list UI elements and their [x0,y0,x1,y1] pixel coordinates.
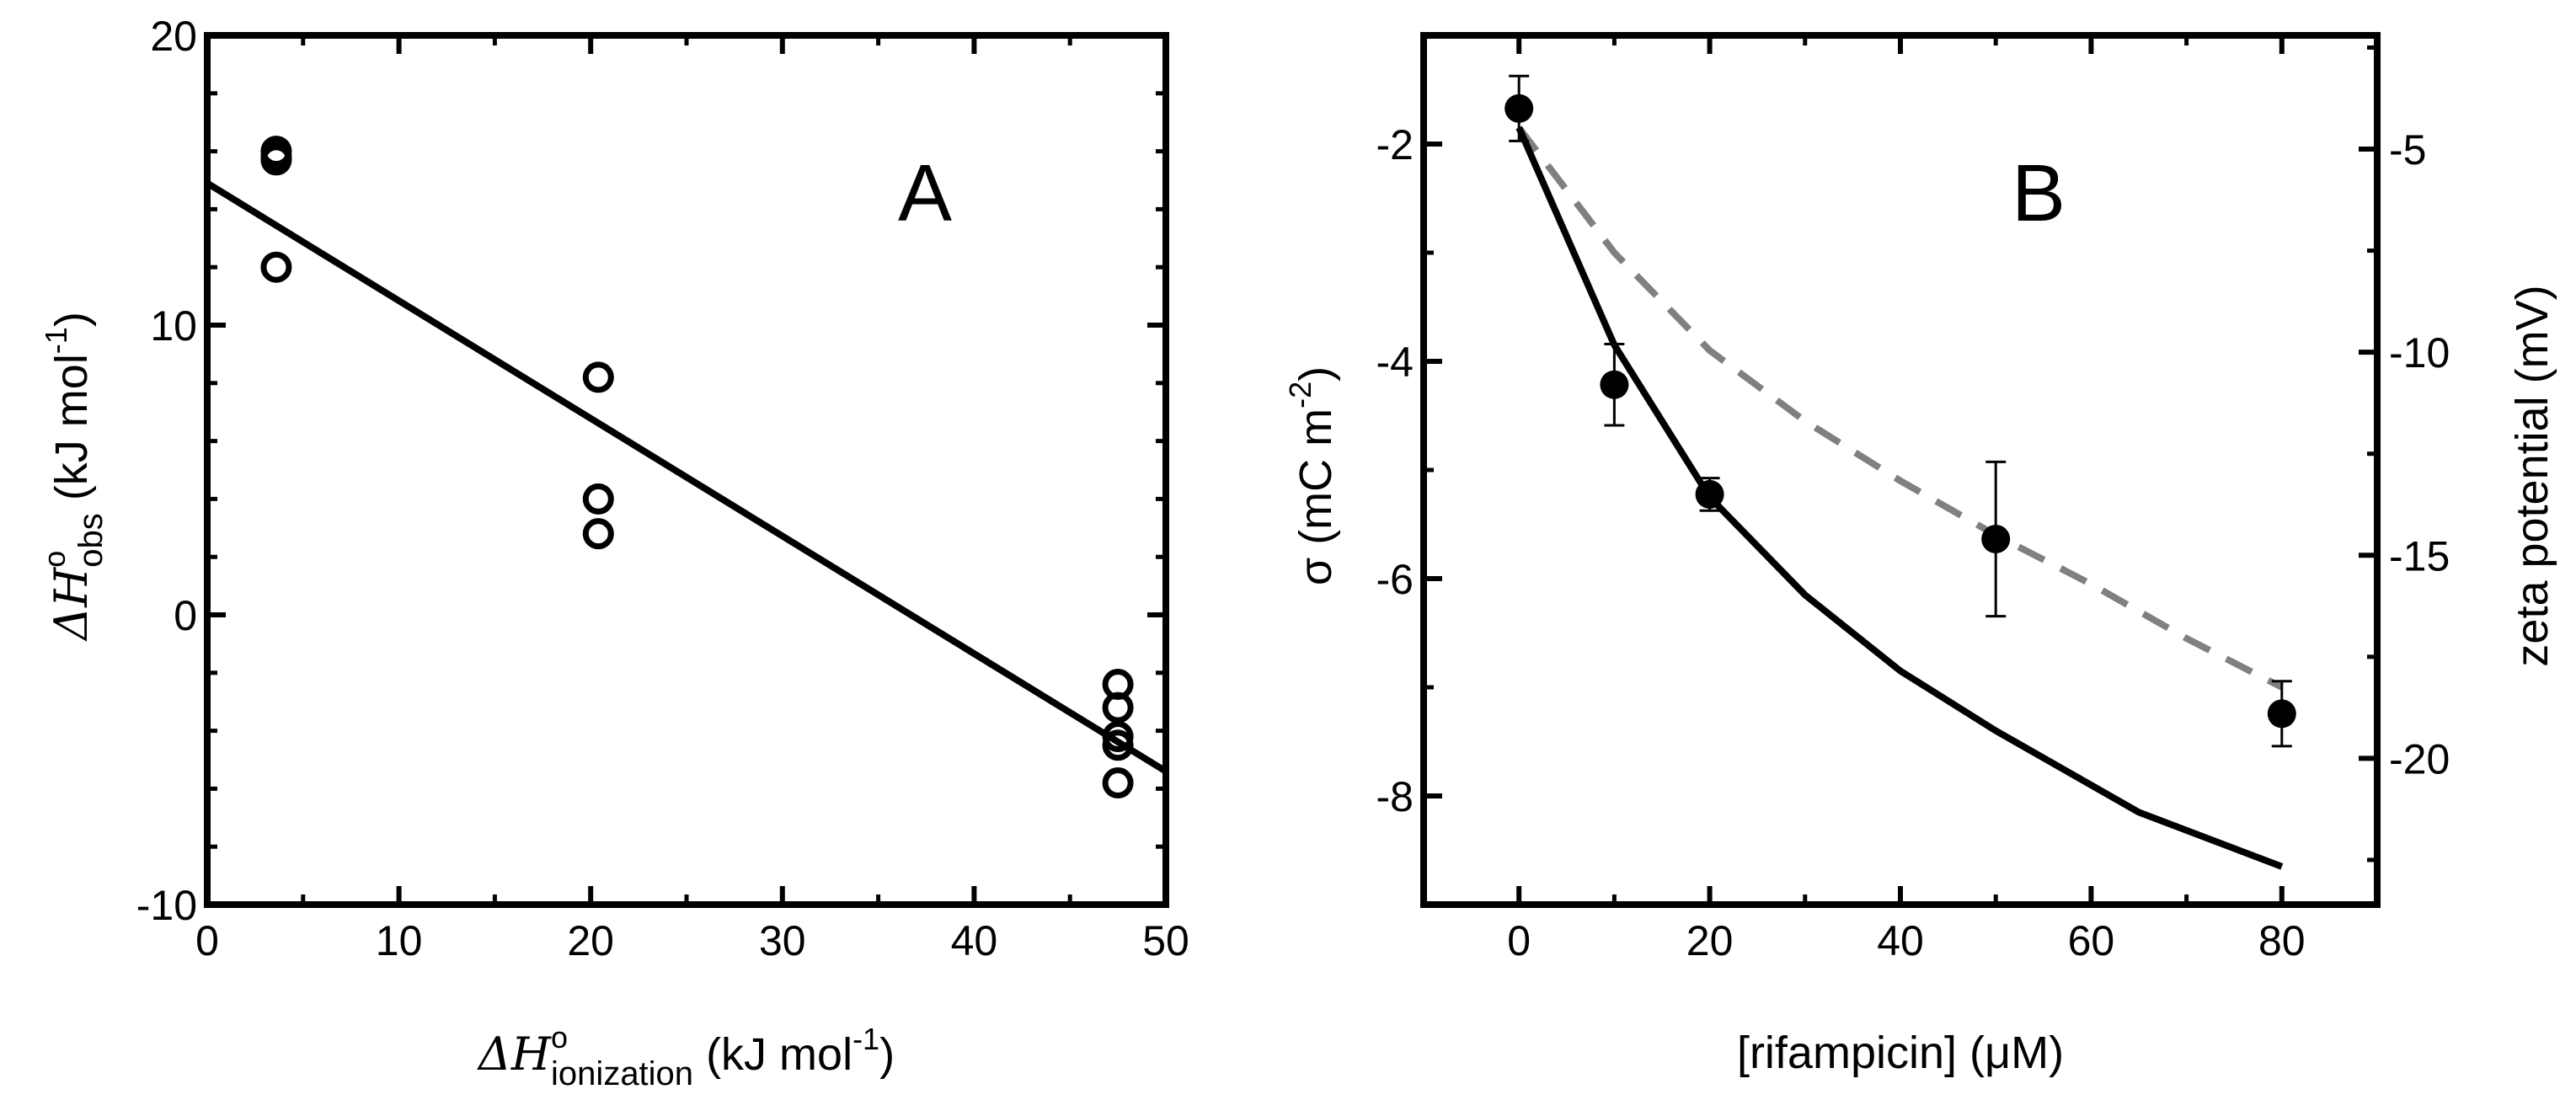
panel-a-letter: A [898,148,952,238]
x-tick-label: 20 [567,917,614,964]
data-point [1504,93,1534,123]
x-tick-label: 0 [195,917,219,964]
panel-b-frame [1420,32,2381,908]
x-tick-label: 50 [1142,917,1189,964]
fit-line [205,180,1168,775]
data-point [582,518,614,550]
panel-a-plot [205,136,1168,799]
data-point [582,361,614,393]
data-point [1102,692,1134,724]
solid-curve-line [1515,126,2284,870]
data-point [1102,729,1134,761]
data-point [1981,524,2011,553]
data-point [1600,370,1629,399]
y-right-tick-label: -20 [2389,735,2450,782]
y-left-tick-label: -6 [1376,556,1414,603]
panel-b-y-right-title: zeta potential (mV) [2507,285,2557,666]
y-tick-label: 10 [150,302,197,350]
x-tick-label: 20 [1686,917,1734,964]
y-tick-label: 0 [174,592,197,639]
data-point [1695,479,1724,509]
data-point [1102,767,1134,799]
y-tick-label: 20 [150,13,197,60]
dashed-model-line [1516,125,2284,691]
panel-a-x-title: ΔHo ionization (kJ mol-1) [477,1020,895,1092]
data-point [260,251,292,283]
panel-a-frame [204,32,1169,908]
panel-b: 0 20 40 60 80 -8 -6 -4 -2 -20 -15 -10 -5 B [rifampic… [1283,32,2557,1078]
panel-b-x-title: [rifampicin] (μM) [1737,1028,2064,1078]
y-tick-label: -10 [136,882,197,929]
y-right-tick-label: -10 [2389,329,2450,376]
x-tick-label: 80 [2258,917,2306,964]
panel-b-letter: B [2012,148,2066,238]
panel-b-plot [1504,74,2296,870]
x-tick-label: 30 [759,917,806,964]
y-right-tick-label: -5 [2389,126,2426,174]
panel-a-y-title: ΔHoobs (kJ mol-1) [37,312,110,642]
panel-b-y-left-title: σ (mC m-2) [1283,366,1341,585]
panel-b-ticks: 0 20 40 60 80 -8 -6 -4 -2 -20 -15 -10 -5 [1376,35,2450,964]
x-tick-label: 40 [1877,917,1924,964]
x-tick-label: 40 [951,917,998,964]
data-point [582,483,614,515]
x-tick-label: 0 [1507,917,1531,964]
y-left-tick-label: -8 [1376,773,1414,820]
x-tick-label: 10 [376,917,423,964]
data-point [2267,699,2296,729]
data-point [260,141,292,173]
x-tick-label: 60 [2068,917,2115,964]
y-right-tick-label: -15 [2389,532,2450,579]
y-left-tick-label: -2 [1376,121,1414,168]
y-left-tick-label: -4 [1376,339,1414,386]
